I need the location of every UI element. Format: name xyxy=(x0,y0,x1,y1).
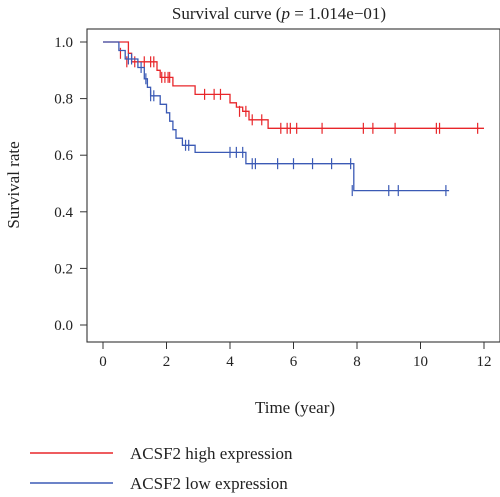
survival-line-high xyxy=(103,41,484,129)
y-tick-label: 0.4 xyxy=(54,205,73,221)
x-axis: 0 2 4 6 8 10 12 xyxy=(99,341,492,370)
x-tick-label: 2 xyxy=(163,354,171,370)
x-tick-label: 8 xyxy=(353,354,361,370)
chart-title-p-symbol: p xyxy=(280,4,290,23)
chart-title-suffix: = 1.014e−01) xyxy=(290,4,386,23)
chart-title: Survival curve (p = 1.014e−01) xyxy=(172,4,386,23)
legend-label-high: ACSF2 high expression xyxy=(130,444,293,463)
x-axis-title: Time (year) xyxy=(255,398,335,417)
series-layer xyxy=(103,41,484,197)
x-tick-label: 4 xyxy=(226,354,234,370)
y-tick-label: 0.0 xyxy=(54,318,73,334)
survival-line-low xyxy=(103,41,450,192)
legend-label-low: ACSF2 low expression xyxy=(130,474,288,493)
plot-frame xyxy=(86,28,500,343)
y-axis: 0.0 0.2 0.4 0.6 0.8 1.0 xyxy=(54,35,88,334)
y-tick-label: 1.0 xyxy=(54,35,73,51)
y-tick-label: 0.2 xyxy=(54,261,73,277)
y-tick-label: 0.6 xyxy=(54,148,73,164)
x-tick-label: 10 xyxy=(413,354,428,370)
y-axis-title: Survival rate xyxy=(4,141,23,228)
chart-title-prefix: Survival curve ( xyxy=(172,4,282,23)
series-low xyxy=(103,41,450,197)
series-high xyxy=(103,41,484,134)
legend: ACSF2 high expression ACSF2 low expressio… xyxy=(30,444,293,493)
y-tick-label: 0.8 xyxy=(54,92,73,108)
x-tick-label: 6 xyxy=(290,354,298,370)
x-tick-label: 0 xyxy=(99,354,107,370)
x-tick-label: 12 xyxy=(477,354,492,370)
